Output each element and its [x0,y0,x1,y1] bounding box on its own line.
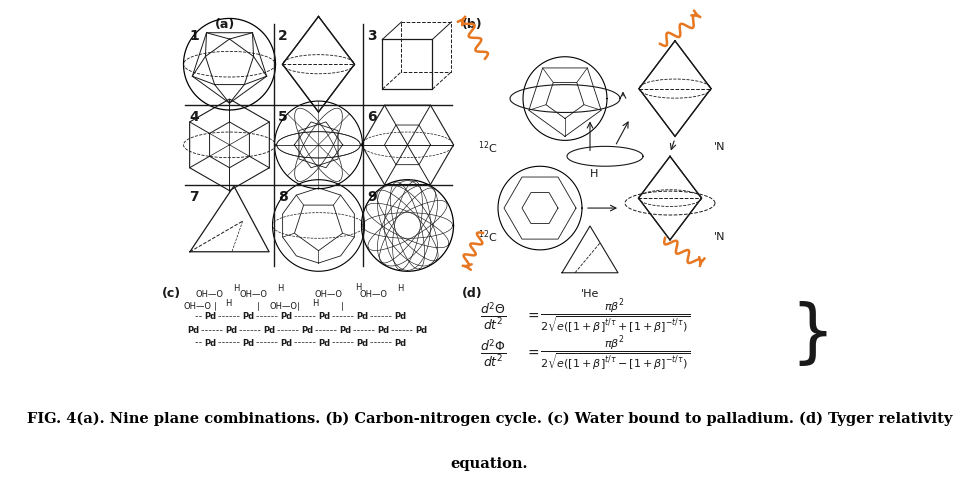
Text: equation.: equation. [450,456,528,469]
Text: Pd: Pd [280,338,291,347]
Text: $^{12}$C: $^{12}$C [478,139,497,155]
Text: 8: 8 [278,190,288,204]
Text: (d): (d) [462,286,482,299]
Text: 1: 1 [189,29,199,43]
Text: Pd: Pd [356,338,368,347]
Text: Pd: Pd [242,338,254,347]
Text: Pd: Pd [318,338,330,347]
Text: 'N: 'N [714,231,725,242]
Text: Pd: Pd [187,325,199,334]
Text: 'He: 'He [580,288,599,298]
Text: OH—O: OH—O [196,289,224,299]
Text: $\dfrac{\pi\beta^2}{2\sqrt{e([1+\beta]^{t/\tau}+[1+\beta]^{-t/\tau})}}$: $\dfrac{\pi\beta^2}{2\sqrt{e([1+\beta]^{… [540,297,689,335]
Text: Pd: Pd [225,325,237,334]
Text: Pd: Pd [263,325,275,334]
Text: 6: 6 [367,109,377,123]
Text: H: H [396,284,403,293]
Text: 2: 2 [278,29,288,43]
Text: OH—O: OH—O [315,289,342,299]
Text: Pd: Pd [393,338,406,347]
Text: Pd: Pd [415,325,426,334]
Text: Pd: Pd [280,311,291,320]
Text: =: = [527,346,539,360]
Text: $^{12}$C: $^{12}$C [478,228,497,245]
Text: FIG. 4(a). Nine plane combinations. (b) Carbon-nitrogen cycle. (c) Water bound t: FIG. 4(a). Nine plane combinations. (b) … [26,411,952,425]
Text: H: H [354,283,361,291]
Text: H: H [312,299,318,307]
Text: 7: 7 [189,190,199,204]
Text: Pd: Pd [300,325,313,334]
Text: 9: 9 [367,190,377,204]
Text: 4: 4 [189,109,199,123]
Text: H: H [589,169,598,179]
Text: Pd: Pd [393,311,406,320]
Text: H: H [225,299,231,307]
Text: H: H [277,284,283,293]
Text: 5: 5 [278,109,288,123]
Text: (c): (c) [161,286,181,299]
Text: Pd: Pd [377,325,388,334]
Text: Pd: Pd [356,311,368,320]
Text: OH—O: OH—O [240,289,268,299]
Text: Pd: Pd [242,311,254,320]
Text: 3: 3 [367,29,377,43]
Text: (b): (b) [462,18,482,31]
Text: 'N: 'N [714,142,725,152]
Text: H: H [233,284,239,293]
Text: }: } [789,301,833,368]
Text: OH—O: OH—O [270,302,297,310]
Text: Pd: Pd [203,338,216,347]
Text: Pd: Pd [338,325,351,334]
Text: $\dfrac{\pi\beta^2}{2\sqrt{e([1+\beta]^{t/\tau}-[1+\beta]^{-t/\tau})}}$: $\dfrac{\pi\beta^2}{2\sqrt{e([1+\beta]^{… [540,333,689,372]
Text: (a): (a) [215,18,235,31]
Text: $\dfrac{d^2\Theta}{dt^2}$: $\dfrac{d^2\Theta}{dt^2}$ [479,300,507,332]
Text: Pd: Pd [318,311,330,320]
Text: OH—O: OH—O [184,302,212,310]
Text: Pd: Pd [203,311,216,320]
Text: =: = [527,309,539,323]
Text: $\dfrac{d^2\Phi}{dt^2}$: $\dfrac{d^2\Phi}{dt^2}$ [479,337,507,368]
Text: OH—O: OH—O [360,289,387,299]
